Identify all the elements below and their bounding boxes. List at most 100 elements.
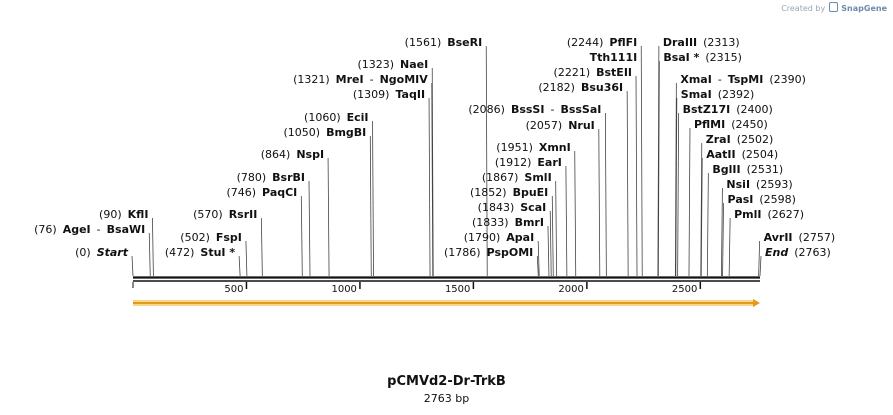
site-name: NaeI	[400, 58, 428, 71]
site-position: (2244)	[567, 36, 604, 49]
site-leader-line	[728, 217, 731, 277]
site-name: TaqII	[395, 88, 425, 101]
site-position: (1050)	[283, 126, 320, 139]
site-position: (2450)	[731, 118, 768, 131]
feature-arrow-head-icon	[753, 299, 760, 307]
site-name: BstZ17I	[683, 103, 731, 116]
site-name: BglII	[712, 163, 740, 176]
site-name: BseRI	[447, 36, 482, 49]
site-position: (864)	[261, 148, 291, 161]
site-leader-line	[604, 112, 607, 277]
site-leader-line	[626, 90, 629, 277]
site-leader-line	[677, 112, 680, 277]
site-leader-line	[131, 255, 134, 277]
site-name: ScaI	[520, 201, 546, 214]
site-separator: -	[718, 73, 722, 86]
plasmid-length: 2763 bp	[423, 392, 470, 405]
plasmid-name: pCMVd2-Dr-TrkB	[387, 374, 506, 389]
site-position: (2598)	[759, 193, 796, 206]
site-name: NspI	[296, 148, 324, 161]
site-position: (2593)	[756, 178, 793, 191]
site-name: BmgBI	[326, 126, 366, 139]
site-name: Start	[97, 246, 129, 259]
site-name-alt: BsaWI	[107, 223, 146, 236]
site-name: BpuEI	[513, 186, 549, 199]
site-name: End	[765, 246, 788, 259]
site-position: (2221)	[554, 66, 591, 79]
site-position: (76)	[34, 223, 57, 236]
site-leader-line	[722, 202, 724, 277]
site-position: (1843)	[478, 201, 515, 214]
site-position: (2392)	[718, 88, 755, 101]
site-name: MreI	[336, 73, 364, 86]
site-position: (1786)	[444, 246, 481, 259]
site-leader-line	[485, 45, 488, 277]
credit-prefix: Created by	[781, 4, 826, 13]
snapgene-credit: Created by SnapGene	[781, 2, 887, 13]
site-separator: -	[97, 223, 101, 236]
site-leader-line	[565, 165, 568, 277]
site-leader-line	[549, 210, 552, 277]
credit-brand: SnapGene	[841, 4, 887, 13]
site-position: (1309)	[353, 88, 390, 101]
site-name: ApaI	[506, 231, 534, 244]
site-position: (1790)	[464, 231, 501, 244]
site-name: BstEII	[596, 66, 632, 79]
site-leader-line	[700, 142, 703, 277]
site-position: (1060)	[304, 111, 341, 124]
site-position: (2502)	[737, 133, 774, 146]
site-position: (0)	[75, 246, 91, 259]
site-name: BsrBI	[272, 171, 305, 184]
site-name: BmrI	[515, 216, 544, 229]
site-leader-line	[657, 45, 660, 277]
site-separator: -	[550, 103, 554, 116]
site-position: (2086)	[468, 103, 505, 116]
site-leader-line	[688, 127, 691, 277]
site-leader-line	[537, 240, 540, 277]
site-position: (1951)	[496, 141, 533, 154]
site-position: (746)	[226, 186, 256, 199]
ruler-tick-label: 1000	[331, 284, 356, 295]
site-leader-line	[245, 240, 248, 277]
site-leader-line	[547, 225, 550, 277]
site-leader-line	[706, 172, 709, 277]
site-leader-line	[635, 75, 638, 277]
site-name-alt: NgoMIV	[380, 73, 429, 86]
site-name: EarI	[537, 156, 561, 169]
site-name: PmlI	[734, 208, 761, 221]
site-position: (2531)	[747, 163, 784, 176]
site-leader-line	[759, 255, 762, 277]
site-position: (2627)	[768, 208, 805, 221]
site-leader-line	[238, 255, 241, 277]
site-leader-line	[758, 240, 761, 277]
site-position: (1323)	[357, 58, 394, 71]
site-name: SmlI	[524, 171, 551, 184]
site-name: Bsu36I	[581, 81, 623, 94]
site-position: (1852)	[470, 186, 507, 199]
site-position: (2763)	[794, 246, 831, 259]
site-name-alt: BssSaI	[560, 103, 601, 116]
site-name: SmaI	[681, 88, 712, 101]
site-leader-line	[308, 180, 311, 277]
site-position: (1867)	[482, 171, 519, 184]
site-name: PaqCI	[262, 186, 297, 199]
site-position: (90)	[99, 208, 122, 221]
site-name: BsaI *	[663, 51, 699, 64]
site-name: XmaI	[680, 73, 711, 86]
site-leader-line	[598, 128, 601, 277]
site-leader-line	[152, 217, 154, 277]
site-leader-line	[428, 97, 431, 277]
site-leader-line	[640, 45, 643, 277]
site-leader-line	[700, 157, 703, 277]
site-name: BssSI	[511, 103, 545, 116]
site-leader-line	[372, 120, 374, 277]
ruler-tick-label: 2000	[558, 284, 583, 295]
site-name: FspI	[216, 231, 242, 244]
site-leader-line	[555, 180, 558, 277]
site-leader-line	[675, 97, 678, 277]
site-name: PspOMI	[487, 246, 534, 259]
site-leader-line	[551, 195, 554, 277]
site-position: (1561)	[405, 36, 442, 49]
site-position: (2182)	[538, 81, 575, 94]
ruler-tick-label: 1500	[445, 284, 470, 295]
